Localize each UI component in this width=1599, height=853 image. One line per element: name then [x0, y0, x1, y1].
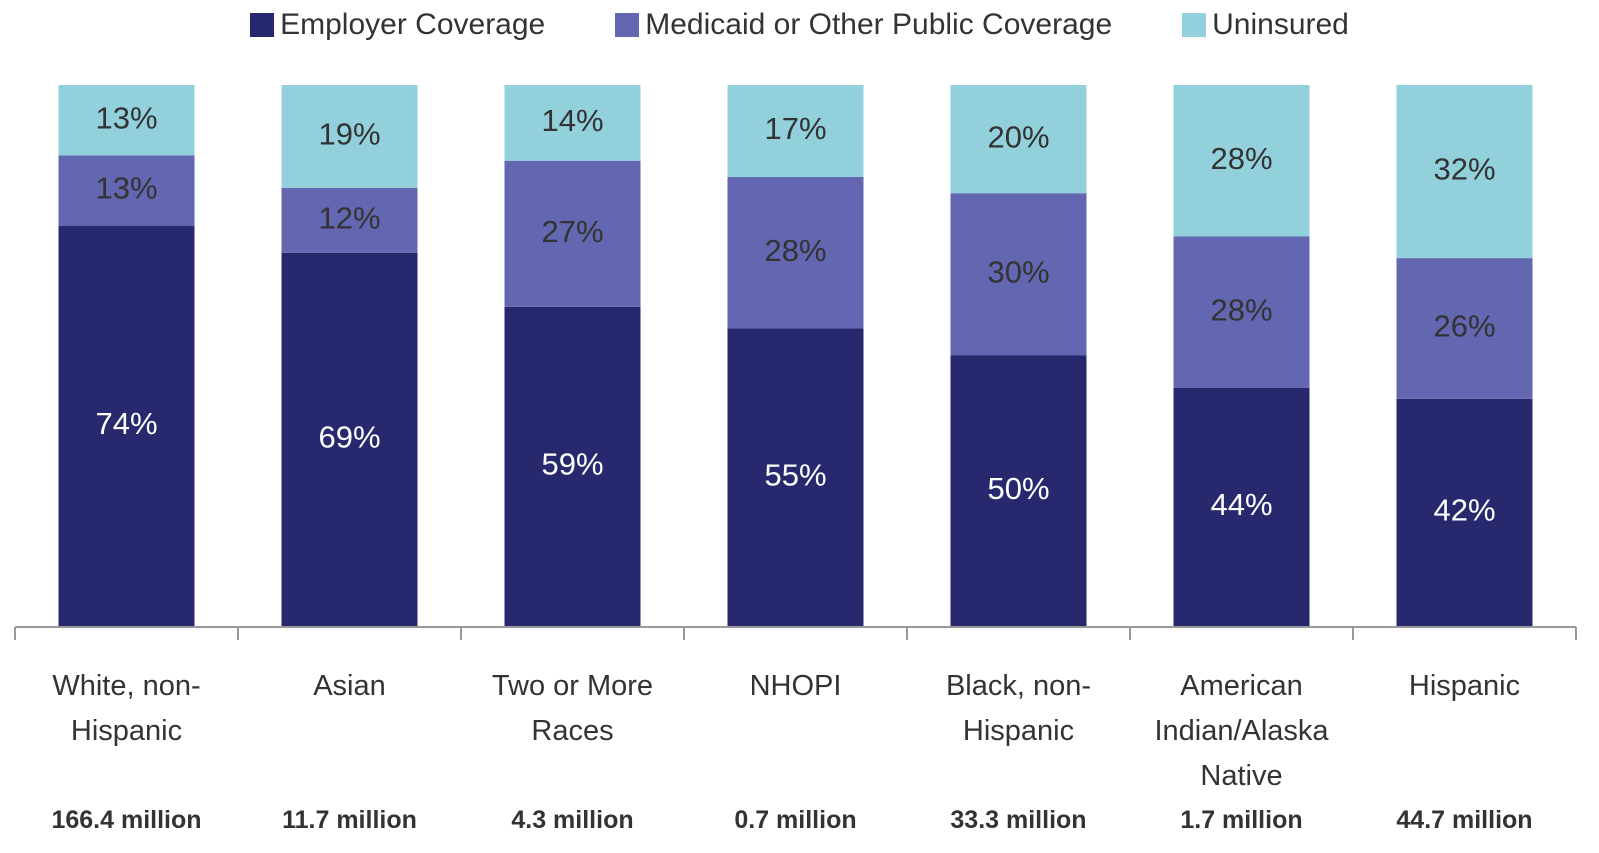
- value-label: 59%: [541, 447, 603, 482]
- bar-segment: [950, 85, 1087, 194]
- value-label: 30%: [987, 255, 1049, 290]
- population-label: 1.7 million: [1180, 806, 1303, 834]
- bar-segment: [1396, 85, 1533, 259]
- legend-item: Medicaid or Other Public Coverage: [615, 8, 1112, 42]
- x-tick-label: White, non-Hispanic: [52, 670, 201, 747]
- bar-segment: [58, 85, 195, 156]
- value-label: 69%: [318, 420, 380, 455]
- bar-segment: [504, 85, 641, 161]
- x-tick-label: Asian: [313, 670, 386, 702]
- bar-segment: [1173, 387, 1310, 626]
- population-label: 0.7 million: [734, 806, 857, 834]
- value-label: 19%: [318, 117, 380, 152]
- legend-label: Employer Coverage: [280, 8, 546, 41]
- x-tick-label: NHOPI: [749, 670, 842, 702]
- bar-segment: [1396, 258, 1533, 399]
- x-tick-label: Black, non-Hispanic: [945, 670, 1092, 747]
- value-label: 50%: [987, 471, 1049, 506]
- bar-segment: [950, 355, 1087, 626]
- value-label: 55%: [764, 457, 826, 492]
- value-label: 13%: [95, 171, 157, 206]
- population-label: 33.3 million: [950, 806, 1087, 834]
- x-tick-label: American Indian/Alaska Native: [1154, 670, 1329, 792]
- value-label: 27%: [541, 214, 603, 249]
- bar-segment: [1396, 398, 1533, 626]
- bar-segment: [1173, 85, 1310, 237]
- value-label: 42%: [1433, 493, 1495, 528]
- bar-segment: [281, 187, 418, 253]
- legend-swatch: [1182, 13, 1207, 37]
- legend-label: Medicaid or Other Public Coverage: [645, 8, 1113, 41]
- value-label: 28%: [1210, 141, 1272, 176]
- value-label: 13%: [95, 100, 157, 135]
- bar-segment: [58, 225, 195, 626]
- bar-segment: [281, 85, 418, 188]
- population-label: 44.7 million: [1396, 806, 1533, 834]
- bar-segment: [504, 306, 641, 626]
- value-label: 12%: [318, 200, 380, 235]
- value-label: 44%: [1210, 487, 1272, 522]
- bar-segment: [727, 85, 864, 177]
- value-label: 20%: [987, 119, 1049, 154]
- legend-item: Uninsured: [1182, 8, 1349, 42]
- x-tick-label: Two or More Races: [491, 670, 654, 747]
- bar-segment: [727, 328, 864, 626]
- legend: Employer Coverage Medicaid or Other Publi…: [0, 8, 1599, 42]
- value-label: 17%: [764, 111, 826, 146]
- bar-segment: [1173, 236, 1310, 388]
- bar-segment: [58, 155, 195, 226]
- x-tick-label: Hispanic: [1408, 670, 1521, 702]
- value-label: 28%: [1210, 292, 1272, 327]
- bar-segment: [504, 160, 641, 307]
- legend-swatch: [250, 13, 275, 37]
- value-label: 28%: [764, 233, 826, 268]
- population-label: 166.4 million: [51, 806, 202, 834]
- population-label: 4.3 million: [511, 806, 634, 834]
- legend-label: Uninsured: [1212, 8, 1349, 41]
- value-label: 26%: [1433, 309, 1495, 344]
- bar-segment: [950, 193, 1087, 356]
- value-label: 14%: [541, 103, 603, 138]
- bar-segment: [281, 252, 418, 626]
- value-label: 32%: [1433, 152, 1495, 187]
- population-label: 11.7 million: [282, 806, 417, 834]
- legend-swatch: [615, 13, 640, 37]
- bar-segment: [727, 176, 864, 329]
- value-label: 74%: [95, 406, 157, 441]
- legend-item: Employer Coverage: [250, 8, 545, 42]
